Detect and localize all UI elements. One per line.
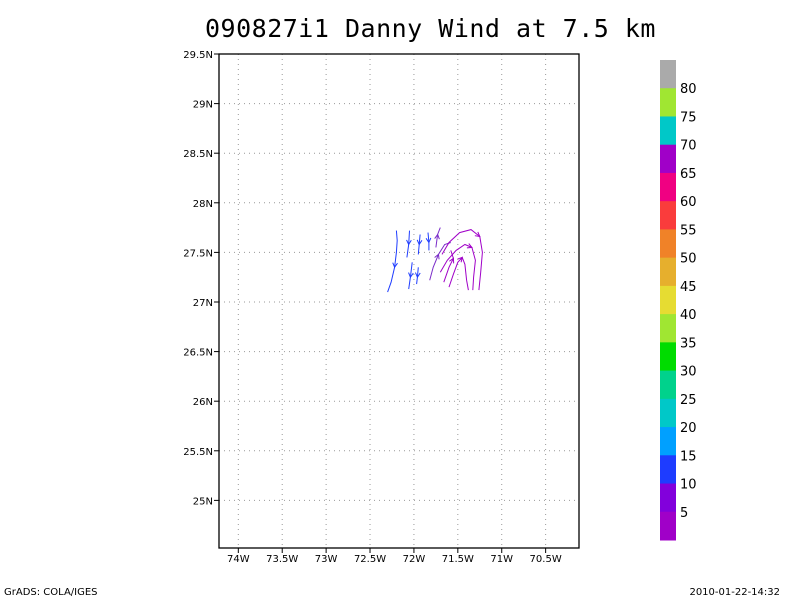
- colorbar-swatch: [660, 257, 676, 287]
- x-tick-label: 71W: [490, 554, 513, 565]
- streamline-arrow: [416, 239, 423, 246]
- y-tick-label: 29.5N: [183, 50, 213, 61]
- streamline-arrow: [434, 253, 440, 260]
- y-tick-label: 27N: [193, 298, 213, 309]
- y-tick-label: 29N: [193, 100, 213, 111]
- colorbar-swatch: [660, 314, 676, 343]
- colorbar-swatch: [660, 370, 676, 400]
- colorbar-label: 15: [680, 449, 697, 464]
- y-tick-label: 27.5N: [183, 248, 213, 259]
- plot-frame: [218, 53, 580, 549]
- colorbar-label: 40: [680, 308, 697, 323]
- colorbar-label: 50: [680, 252, 697, 267]
- x-tick-label: 74W: [227, 554, 250, 565]
- colorbar-swatch: [660, 60, 676, 89]
- colorbar-label: 5: [680, 506, 688, 521]
- streamline: [435, 227, 441, 248]
- streamline-arrow: [414, 272, 421, 279]
- colorbar-label: 75: [680, 110, 697, 125]
- y-tick-label: 25.5N: [183, 447, 213, 458]
- colorbar-swatch: [660, 427, 676, 456]
- colorbar-label: 35: [680, 336, 697, 351]
- streamline-arrow: [457, 256, 463, 263]
- colorbar-swatch: [660, 455, 676, 485]
- streamline: [441, 229, 483, 291]
- streamline-arrow: [406, 239, 412, 246]
- streamline-arrow: [449, 257, 455, 264]
- y-tick-label: 26.5N: [183, 348, 213, 359]
- colorbar-swatch: [660, 201, 676, 230]
- streamline-arrow: [392, 262, 398, 269]
- footer-credit: GrADS: COLA/IGES: [4, 587, 98, 598]
- streamline-arrow: [434, 233, 440, 240]
- streamline-arrow: [408, 272, 414, 279]
- colorbar-label: 70: [680, 139, 697, 154]
- streamline: [439, 243, 476, 291]
- streamline: [387, 230, 398, 293]
- colorbar-swatch: [660, 398, 676, 428]
- colorbar-label: 65: [680, 167, 697, 182]
- y-tick-label: 28N: [193, 199, 213, 210]
- x-tick-label: 73W: [315, 554, 338, 565]
- colorbar-swatch: [660, 88, 676, 117]
- streamline-arrow: [474, 231, 481, 238]
- colorbar-swatch: [660, 144, 676, 174]
- x-tick-label: 70.5W: [530, 554, 562, 565]
- streamline: [443, 250, 454, 283]
- colorbar-label: 45: [680, 280, 697, 295]
- streamline: [429, 242, 451, 281]
- x-tick-label: 72.5W: [354, 554, 386, 565]
- colorbar-swatch: [660, 511, 676, 541]
- colorbar-label: 80: [680, 82, 697, 97]
- colorbar-label: 10: [680, 478, 697, 493]
- colorbar-label: 20: [680, 421, 697, 436]
- colorbar-swatch: [660, 285, 676, 315]
- colorbar-label: 55: [680, 223, 697, 238]
- footer-timestamp: 2010-01-22-14:32: [689, 587, 780, 598]
- streamline-arrow: [425, 237, 432, 244]
- colorbar-swatch: [660, 342, 676, 372]
- colorbar-swatch: [660, 116, 676, 146]
- colorbar-label: 25: [680, 393, 697, 408]
- colorbar-swatch: [660, 483, 676, 513]
- colorbar-label: 30: [680, 365, 697, 380]
- colorbar-label: 60: [680, 195, 697, 210]
- colorbar-swatch: [660, 172, 676, 202]
- x-tick-label: 71.5W: [442, 554, 474, 565]
- x-tick-label: 73.5W: [266, 554, 298, 565]
- y-tick-label: 28.5N: [183, 149, 213, 160]
- x-tick-label: 72W: [403, 554, 426, 565]
- chart-title: 090827i1 Danny Wind at 7.5 km: [205, 14, 656, 43]
- y-tick-label: 26N: [193, 397, 213, 408]
- y-tick-label: 25N: [193, 496, 213, 507]
- streamline-arrow: [466, 243, 473, 249]
- colorbar-swatch: [660, 229, 676, 259]
